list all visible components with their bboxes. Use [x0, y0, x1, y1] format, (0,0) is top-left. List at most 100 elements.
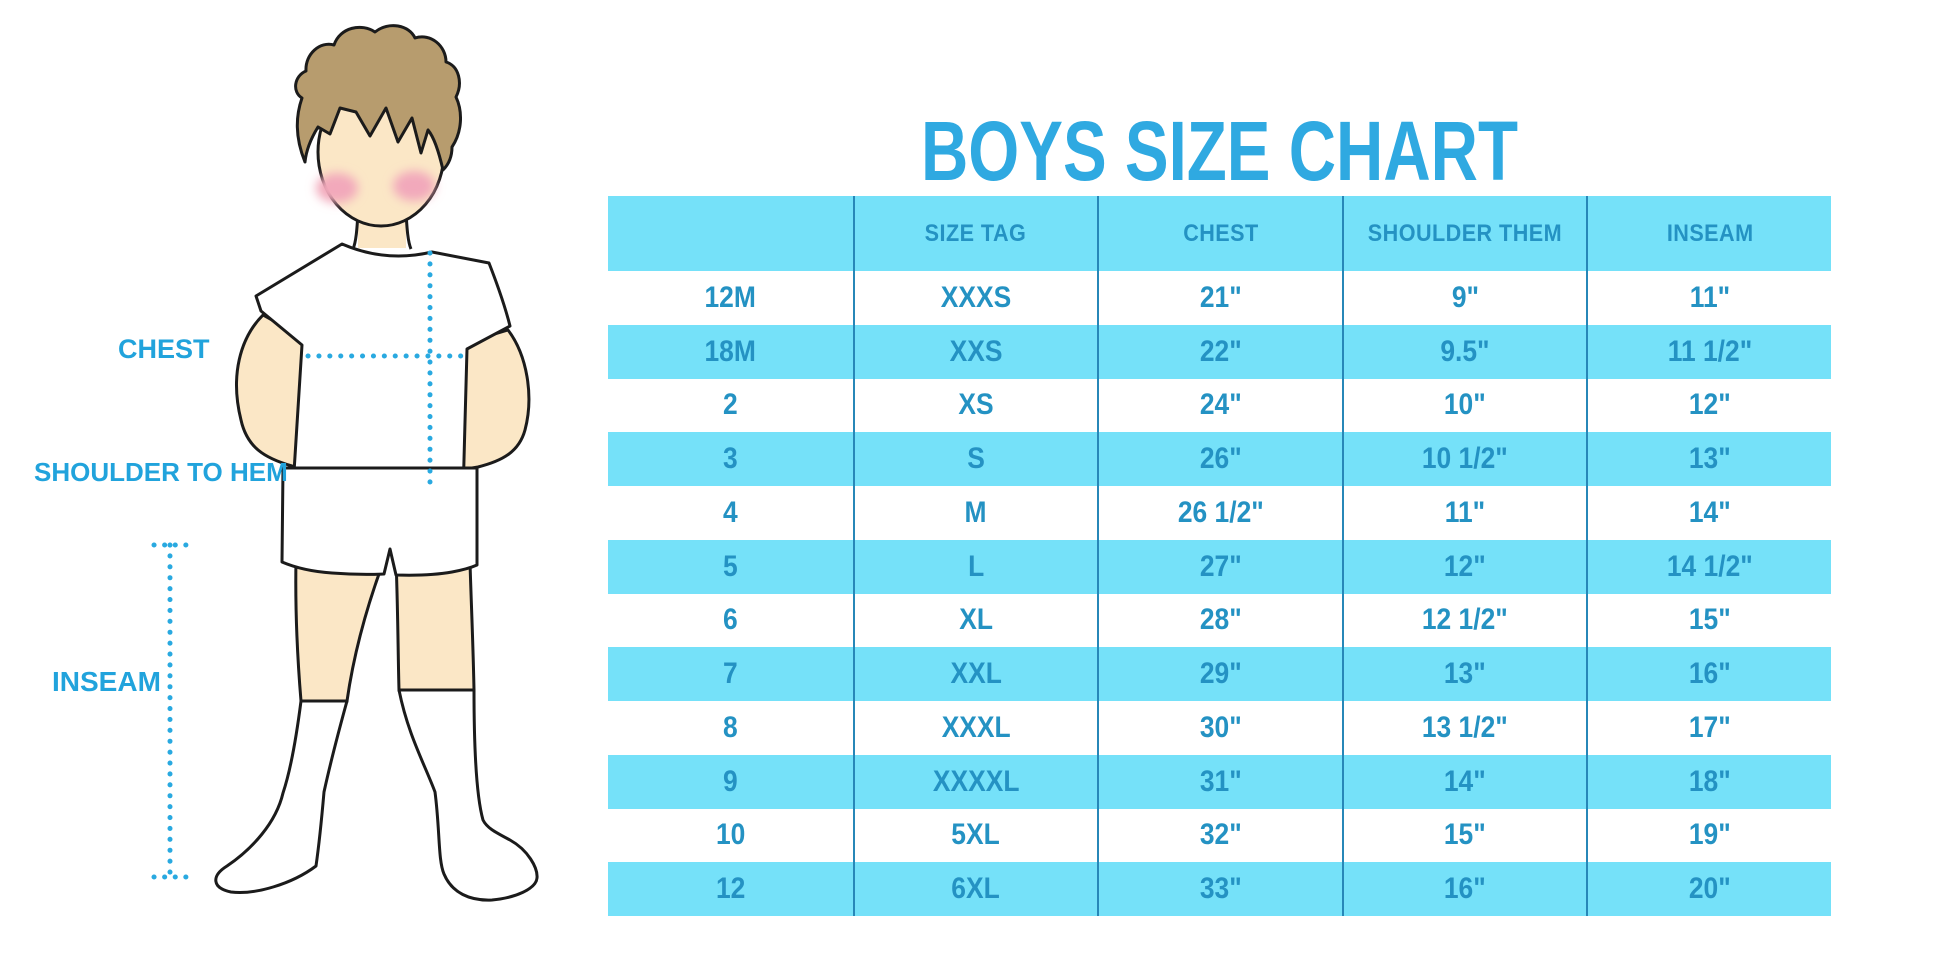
table-cell-value: 27"	[1199, 549, 1242, 583]
table-cell-value: XL	[959, 603, 993, 637]
table-cell: 11"	[1341, 486, 1587, 540]
table-cell-value: 10"	[1444, 388, 1487, 422]
table-cell: 9.5"	[1341, 324, 1587, 379]
chest-label: CHEST	[118, 334, 210, 364]
table-cell-value: XS	[958, 388, 994, 422]
table-cell: 12 1/2"	[1341, 593, 1587, 648]
table-cell-value: 12	[715, 872, 745, 906]
table-cell-value: 9	[722, 764, 738, 798]
table-row: 5 L 27" 12" 14 1/2"	[608, 539, 1831, 594]
cheek-right	[393, 171, 435, 201]
table-cell: 9"	[1341, 271, 1587, 325]
table-cell: XL	[852, 593, 1098, 648]
table-cell-value: 14"	[1688, 495, 1731, 529]
table-cell-value: 12M	[704, 280, 756, 314]
table-cell-value: 17"	[1688, 710, 1731, 744]
table-row: 2 XS 24" 10" 12"	[608, 378, 1831, 433]
table-cell-value: 12"	[1444, 549, 1487, 583]
table-cell-value: 18M	[704, 334, 756, 368]
table-cell: L	[852, 539, 1098, 594]
table-row: 9 XXXXL 31" 14" 18"	[608, 754, 1831, 809]
inseam-label: INSEAM	[52, 666, 161, 697]
leg-right	[394, 558, 476, 692]
table-cell-value: XXS	[949, 334, 1003, 368]
table-cell-value: 3	[722, 442, 738, 476]
table-cell: 14"	[1586, 486, 1831, 540]
table-cell-value: 7	[722, 657, 738, 691]
table-cell-value: 4	[722, 495, 738, 529]
size-table: SIZE TAG CHEST SHOULDER THEM INSEAM 12M XXXS…	[608, 196, 1831, 916]
table-cell-value: 32"	[1199, 818, 1242, 852]
leg-left	[294, 558, 387, 703]
table-cell: 12"	[1341, 539, 1587, 594]
table-cell: 10 1/2"	[1341, 432, 1587, 486]
table-cell-value: 16"	[1444, 872, 1487, 906]
hair	[294, 24, 462, 172]
size-table-header-row: SIZE TAG CHEST SHOULDER THEM INSEAM	[608, 196, 1831, 271]
boy-measurement-illustration	[151, 24, 539, 902]
table-cell-value: 13"	[1688, 442, 1731, 476]
table-cell-value: 13"	[1444, 657, 1487, 691]
table-cell: 18M	[608, 325, 853, 379]
table-cell: 8	[608, 701, 853, 755]
table-cell: 5XL	[852, 808, 1098, 863]
shorts	[280, 466, 479, 577]
table-row: 6 XL 28" 12 1/2" 15"	[608, 593, 1831, 648]
table-cell-value: 18"	[1688, 764, 1731, 798]
table-cell: XXXL	[852, 701, 1098, 755]
table-cell: 15"	[1586, 593, 1831, 648]
table-cell-value: 15"	[1444, 818, 1487, 852]
table-cell-value: 8	[722, 710, 738, 744]
table-cell: XXS	[852, 324, 1098, 379]
table-cell-value: 12 1/2"	[1422, 603, 1509, 637]
table-cell-value: 11 1/2"	[1667, 334, 1752, 368]
sock-right	[397, 688, 539, 902]
table-cell: 27"	[1097, 539, 1342, 594]
table-cell: S	[852, 432, 1098, 486]
arm-right	[446, 328, 531, 474]
table-cell-value: 30"	[1199, 710, 1242, 744]
table-cell: 10	[608, 809, 853, 863]
header-cell-label: CHEST	[1182, 219, 1259, 247]
header-cell	[608, 196, 853, 271]
table-row: 18M XXS 22" 9.5" 11 1/2"	[608, 324, 1831, 379]
header-cell-label: SHOULDER THEM	[1367, 219, 1563, 247]
table-cell-value: 26 1/2"	[1177, 495, 1264, 529]
table-cell-value: 5	[722, 549, 738, 583]
header-cell-label: SIZE TAG	[925, 219, 1027, 247]
table-cell: 3	[608, 432, 853, 486]
table-cell: XS	[852, 378, 1098, 433]
table-cell: M	[852, 486, 1098, 540]
table-cell-value: 2	[722, 388, 738, 422]
cheek-left	[316, 173, 358, 203]
table-cell-value: 14 1/2"	[1666, 549, 1753, 583]
table-cell-value: 33"	[1199, 872, 1242, 906]
table-cell: 31"	[1097, 754, 1342, 809]
table-cell: 9	[608, 755, 853, 809]
table-cell: 26 1/2"	[1097, 486, 1342, 540]
table-cell-value: 20"	[1688, 872, 1731, 906]
table-row: 8 XXXL 30" 13 1/2" 17"	[608, 701, 1831, 755]
table-cell-value: XXL	[950, 657, 1002, 691]
table-cell: 22"	[1097, 324, 1342, 379]
table-cell-value: 15"	[1688, 603, 1731, 637]
table-cell: XXXXL	[852, 754, 1098, 809]
table-cell-value: 10	[715, 818, 745, 852]
table-cell: 21"	[1097, 271, 1342, 325]
table-cell-value: 13 1/2"	[1422, 710, 1509, 744]
table-cell-value: XXXL	[941, 710, 1011, 744]
table-cell: 13 1/2"	[1341, 701, 1587, 755]
table-cell: 2	[608, 379, 853, 433]
table-cell: 12"	[1586, 378, 1831, 433]
table-cell-value: 11"	[1689, 280, 1730, 314]
shoulder-to-hem-label: SHOULDER TO HEM	[34, 457, 288, 487]
table-cell-value: 22"	[1199, 334, 1242, 368]
table-cell: 6XL	[852, 862, 1098, 916]
table-cell-value: 6XL	[951, 872, 1001, 906]
table-cell: 14"	[1341, 754, 1587, 809]
table-cell: 16"	[1586, 647, 1831, 701]
table-cell-value: 19"	[1688, 818, 1731, 852]
table-cell: 15"	[1341, 808, 1587, 863]
table-cell: 17"	[1586, 701, 1831, 755]
